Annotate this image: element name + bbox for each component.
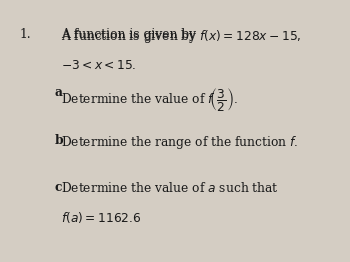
Text: c: c [54,181,62,194]
Text: Determine the value of $f\!\left(\dfrac{3}{2}\right).$: Determine the value of $f\!\left(\dfrac{… [61,86,238,113]
Text: A function is given by $f(x)=128x-15,$: A function is given by $f(x)=128x-15,$ [61,28,302,45]
Text: b: b [54,134,63,147]
Text: A function is given by: A function is given by [61,28,200,41]
Text: 1.: 1. [19,28,31,41]
Text: $-3<x<15.$: $-3<x<15.$ [61,59,137,72]
Text: $f(a)=1162.6$: $f(a)=1162.6$ [61,210,142,225]
Text: Determine the value of $a$ such that: Determine the value of $a$ such that [61,181,279,195]
Text: a: a [54,86,62,100]
Text: Determine the range of the function $f.$: Determine the range of the function $f.$ [61,134,299,151]
